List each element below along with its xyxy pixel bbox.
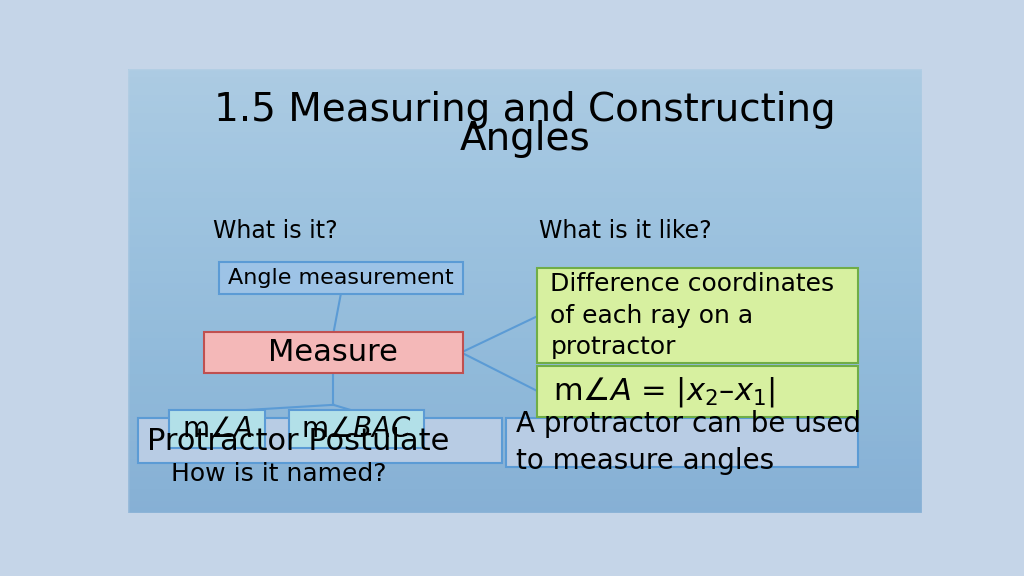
Text: Angle measurement: Angle measurement	[228, 268, 454, 288]
Text: What is it?: What is it?	[213, 219, 338, 243]
Text: m$\angle$$\it{A}$ = |$\it{x}$$_2$–$\it{x}$$_1$|: m$\angle$$\it{A}$ = |$\it{x}$$_2$–$\it{x…	[553, 375, 775, 409]
FancyBboxPatch shape	[538, 268, 858, 363]
Text: Measure: Measure	[268, 338, 398, 367]
Text: A protractor can be used
to measure angles: A protractor can be used to measure angl…	[515, 410, 860, 475]
FancyBboxPatch shape	[506, 418, 858, 467]
FancyBboxPatch shape	[169, 410, 265, 448]
FancyBboxPatch shape	[204, 332, 463, 373]
Text: What is it like?: What is it like?	[539, 219, 712, 243]
Text: Angles: Angles	[460, 120, 590, 158]
Text: m$\angle$$\it{BAC}$: m$\angle$$\it{BAC}$	[301, 415, 413, 443]
FancyBboxPatch shape	[219, 262, 463, 294]
Text: m$\angle$$\it{A}$: m$\angle$$\it{A}$	[181, 415, 253, 443]
Text: Protractor Postulate: Protractor Postulate	[147, 427, 450, 456]
Text: Difference coordinates
of each ray on a
protractor: Difference coordinates of each ray on a …	[550, 272, 835, 359]
FancyBboxPatch shape	[289, 410, 424, 448]
FancyBboxPatch shape	[538, 366, 858, 417]
FancyBboxPatch shape	[138, 418, 502, 463]
Text: 1.5 Measuring and Constructing: 1.5 Measuring and Constructing	[214, 90, 836, 128]
Text: How is it named?: How is it named?	[171, 462, 386, 486]
